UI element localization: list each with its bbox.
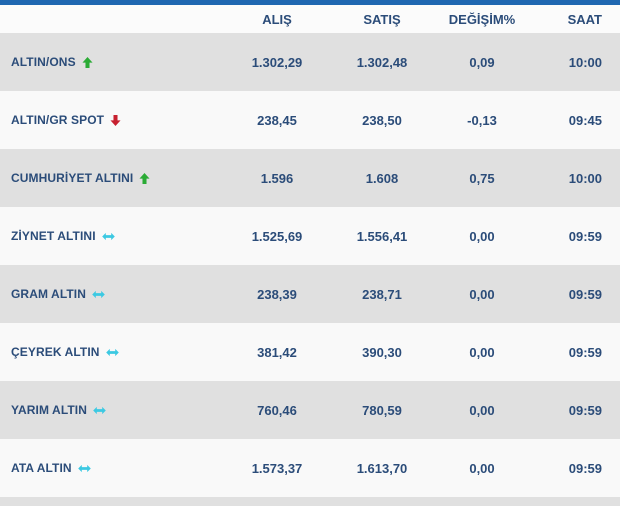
sell-price: 238,71	[362, 286, 402, 302]
instrument-name: ALTIN/ONS	[0, 55, 227, 69]
update-time: 10:00	[568, 54, 602, 70]
update-time: 09:45	[568, 112, 602, 128]
instrument-name: ATA ALTIN	[0, 461, 227, 475]
change-percent: 0,00	[469, 286, 495, 302]
trend-icon	[139, 172, 150, 184]
table-row-ata-altin[interactable]: ATA ALTIN 1.573,37 1.613,70 0,00 09:59	[0, 439, 620, 497]
sell-price: 1.613,70	[356, 460, 408, 476]
buy-price: 1.596	[260, 170, 294, 186]
buy-price: 238,39	[257, 286, 297, 302]
sell-price: 1.302,48	[356, 54, 408, 70]
instrument-label: GRAM ALTIN	[11, 287, 86, 301]
change-percent: 0,00	[469, 344, 495, 360]
buy-price: 760,46	[257, 402, 297, 418]
instrument-label: CUMHURİYET ALTINI	[11, 171, 134, 185]
instrument-name: YARIM ALTIN	[0, 403, 227, 417]
sell-price: 1.608	[365, 170, 399, 186]
sell-price: 390,30	[362, 344, 402, 360]
update-time: 09:59	[568, 344, 602, 360]
buy-price: 1.302,29	[251, 54, 303, 70]
buy-price: 1.525,69	[251, 228, 303, 244]
instrument-name: ÇEYREK ALTIN	[0, 345, 227, 359]
buy-price: 1.573,37	[251, 460, 303, 476]
top-accent-bar	[0, 0, 620, 5]
instrument-label: ALTIN/ONS	[11, 55, 76, 69]
header-degisim: DEĞİŞİM%	[448, 11, 516, 27]
sell-price: 780,59	[362, 402, 402, 418]
instrument-name: ZİYNET ALTINI	[0, 229, 227, 243]
header-alis: ALIŞ	[262, 11, 292, 27]
table-row-ziynet-altini[interactable]: ZİYNET ALTINI 1.525,69 1.556,41 0,00 09:…	[0, 207, 620, 265]
header-satis: SATIŞ	[363, 11, 401, 27]
next-row-partial	[0, 497, 620, 506]
update-time: 09:59	[568, 402, 602, 418]
table-row-altin-gr-spot[interactable]: ALTIN/GR SPOT 238,45 238,50 -0,13 09:45	[0, 91, 620, 149]
trend-icon	[105, 348, 119, 357]
table-header-row: ALIŞ SATIŞ DEĞİŞİM% SAAT	[0, 5, 620, 33]
change-percent: 0,09	[469, 54, 495, 70]
instrument-name: ALTIN/GR SPOT	[0, 113, 227, 127]
change-percent: 0,00	[469, 460, 495, 476]
update-time: 09:59	[568, 228, 602, 244]
instrument-name: CUMHURİYET ALTINI	[0, 171, 227, 185]
update-time: 09:59	[568, 286, 602, 302]
instrument-name: GRAM ALTIN	[0, 287, 227, 301]
instrument-label: YARIM ALTIN	[11, 403, 87, 417]
trend-icon	[77, 464, 91, 473]
trend-icon	[82, 56, 93, 68]
change-percent: 0,00	[469, 402, 495, 418]
table-row-gram-altin[interactable]: GRAM ALTIN 238,39 238,71 0,00 09:59	[0, 265, 620, 323]
table-row-yarim-altin[interactable]: YARIM ALTIN 760,46 780,59 0,00 09:59	[0, 381, 620, 439]
instrument-label: ALTIN/GR SPOT	[11, 113, 105, 127]
table-body: ALTIN/ONS 1.302,29 1.302,48 0,09 10:00 A…	[0, 33, 620, 497]
sell-price: 1.556,41	[356, 228, 408, 244]
buy-price: 381,42	[257, 344, 297, 360]
trend-icon	[110, 114, 121, 126]
update-time: 10:00	[568, 170, 602, 186]
table-row-ceyrek-altin[interactable]: ÇEYREK ALTIN 381,42 390,30 0,00 09:59	[0, 323, 620, 381]
change-percent: 0,75	[469, 170, 495, 186]
buy-price: 238,45	[257, 112, 297, 128]
sell-price: 238,50	[362, 112, 402, 128]
trend-icon	[101, 232, 115, 241]
instrument-label: ZİYNET ALTINI	[11, 229, 96, 243]
instrument-label: ATA ALTIN	[11, 461, 72, 475]
instrument-label: ÇEYREK ALTIN	[11, 345, 100, 359]
change-percent: 0,00	[469, 228, 495, 244]
table-row-altin-ons[interactable]: ALTIN/ONS 1.302,29 1.302,48 0,09 10:00	[0, 33, 620, 91]
change-percent: -0,13	[467, 112, 497, 128]
table-row-cumhuriyet-altini[interactable]: CUMHURİYET ALTINI 1.596 1.608 0,75 10:00	[0, 149, 620, 207]
trend-icon	[93, 406, 106, 415]
update-time: 09:59	[568, 460, 602, 476]
header-saat: SAAT	[567, 11, 602, 27]
trend-icon	[92, 290, 105, 299]
